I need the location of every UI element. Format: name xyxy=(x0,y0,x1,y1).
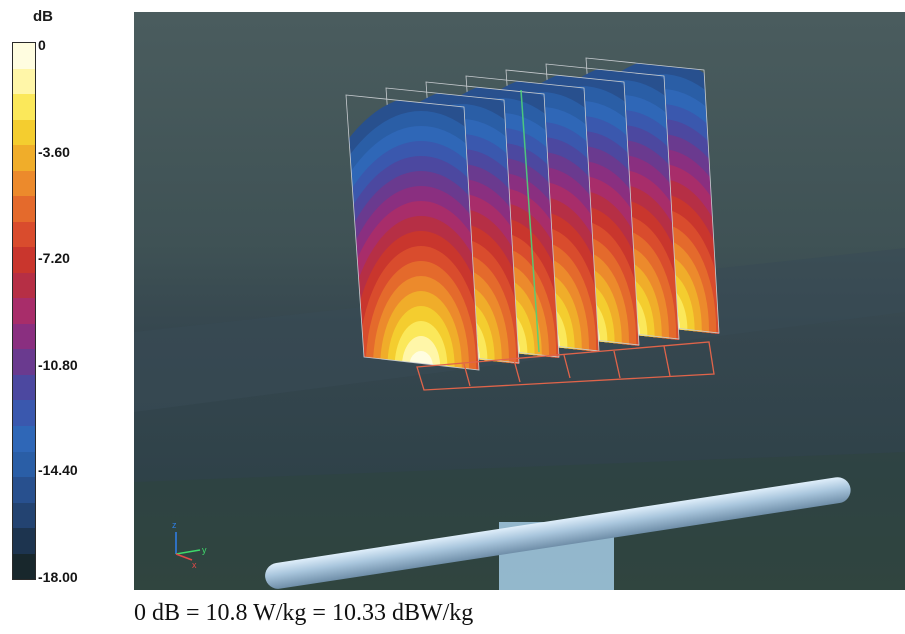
colorbar-unit-label: dB xyxy=(33,8,53,25)
sar-3d-viewport[interactable]: z y x xyxy=(134,12,905,590)
axis-x-label: x xyxy=(192,560,197,570)
colorbar-tick-label: 0 xyxy=(38,37,46,53)
sar-normalization-caption: 0 dB = 10.8 W/kg = 10.33 dBW/kg xyxy=(134,600,474,626)
colorbar-segment xyxy=(13,170,35,197)
colorbar-segment xyxy=(13,553,35,580)
colorbar-segment xyxy=(13,477,35,503)
colorbar-segment xyxy=(13,323,35,350)
probe-axis-line xyxy=(520,89,540,353)
colorbar-segment xyxy=(13,43,35,69)
colorbar-segment xyxy=(13,349,35,375)
colorbar-segment xyxy=(13,400,35,426)
colorbar-segment xyxy=(13,94,35,120)
colorbar-segment xyxy=(13,502,35,529)
colorbar-tick-label: -10.80 xyxy=(38,357,78,373)
colorbar-segment xyxy=(13,68,35,95)
colorbar xyxy=(12,42,36,580)
colorbar-tick-label: -7.20 xyxy=(38,250,70,266)
dipole-rod xyxy=(265,477,851,589)
measurement-grid-outline xyxy=(416,341,715,391)
scene-canvas: z y x xyxy=(134,12,905,590)
axis-triad: z y x xyxy=(172,520,207,570)
colorbar-segment xyxy=(13,145,35,171)
colorbar-segment xyxy=(13,221,35,248)
colorbar-segment xyxy=(13,298,35,324)
colorbar-segment xyxy=(13,374,35,401)
colorbar-segment xyxy=(13,119,35,146)
sar-slice-stack xyxy=(345,57,720,371)
colorbar-segment xyxy=(13,247,35,273)
dipole-antenna xyxy=(265,477,851,590)
sar-slice-outline xyxy=(345,94,480,371)
colorbar-segment xyxy=(13,272,35,299)
colorbar-tick-label: -14.40 xyxy=(38,462,78,478)
colorbar-segment xyxy=(13,196,35,222)
axis-z-label: z xyxy=(172,520,177,530)
colorbar-tick-label: -3.60 xyxy=(38,144,70,160)
colorbar-tick-label: -18.00 xyxy=(38,569,78,585)
colorbar-segment xyxy=(13,451,35,478)
axis-y-label: y xyxy=(202,545,207,555)
colorbar-segment xyxy=(13,528,35,554)
colorbar-segment xyxy=(13,425,35,452)
color-legend: dB 0 -3.60 -7.20 -10.80 -14.40 -18.00 xyxy=(0,0,120,600)
